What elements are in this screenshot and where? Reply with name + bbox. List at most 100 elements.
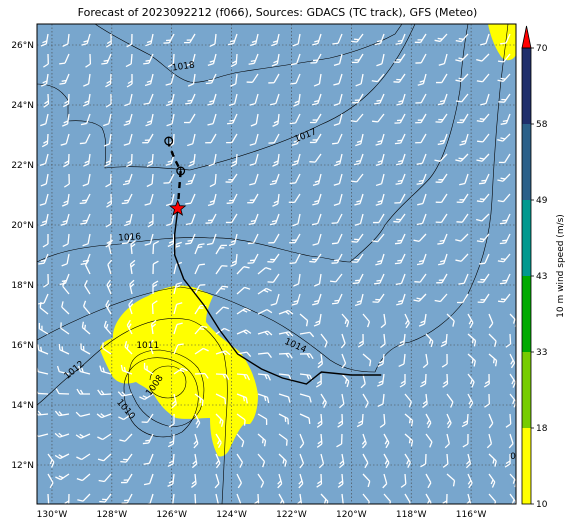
wind-barb <box>145 113 154 127</box>
wind-barb <box>40 173 49 187</box>
wind-barb <box>351 53 364 64</box>
wind-barb <box>289 173 301 185</box>
wind-barb <box>167 233 175 248</box>
isobar-1012 <box>37 318 228 504</box>
wind-barb <box>98 473 112 483</box>
wind-barb <box>476 213 490 222</box>
wind-barb <box>477 273 490 283</box>
wind-barb <box>309 113 322 124</box>
wind-barb <box>425 473 432 489</box>
colorbar-tick-label: 10 <box>536 500 548 510</box>
wind-barb <box>80 213 91 225</box>
wind-barb <box>225 213 238 224</box>
colorbar-tick-label: 58 <box>536 120 548 130</box>
wind-barb <box>79 193 91 205</box>
wind-barb <box>206 233 217 246</box>
wind-barb <box>215 350 231 356</box>
wind-barb <box>435 193 448 204</box>
wind-barb <box>257 330 273 336</box>
wind-barb <box>289 233 301 244</box>
wind-barb <box>455 33 469 43</box>
wind-barb <box>97 453 112 462</box>
wind-barb <box>105 33 112 48</box>
wind-speed-high-region-ne <box>488 24 516 61</box>
wind-barb <box>102 342 112 355</box>
wind-barb <box>288 193 301 204</box>
wind-barb <box>467 473 473 489</box>
wind-barb <box>215 393 227 405</box>
wind-barb <box>257 373 271 381</box>
wind-barb <box>316 473 323 488</box>
wind-barb <box>329 273 343 283</box>
wind-barb <box>425 433 433 448</box>
wind-barb <box>226 193 238 204</box>
wind-barb <box>215 306 229 315</box>
wind-barb <box>350 113 364 123</box>
wind-barb <box>341 313 350 328</box>
wind-barb <box>75 433 91 439</box>
wind-barb <box>504 453 511 468</box>
wind-barb <box>207 53 217 66</box>
wind-barb <box>63 153 70 168</box>
wind-barb <box>166 113 175 127</box>
wind-barb <box>351 233 364 243</box>
wind-barb <box>129 279 135 295</box>
lat-tick-label: 22°N <box>11 161 34 171</box>
wind-barb <box>173 367 188 375</box>
wind-barb <box>467 353 476 367</box>
wind-barb <box>119 433 133 442</box>
wind-barb <box>420 453 427 468</box>
wind-barb <box>124 213 133 227</box>
wind-barb <box>193 433 199 449</box>
wind-barb <box>399 373 406 388</box>
wind-barb <box>446 473 456 487</box>
wind-barb <box>461 413 469 428</box>
wind-barb <box>310 53 322 64</box>
wind-barb <box>362 453 369 469</box>
wind-barb <box>80 343 91 355</box>
colorbar-tick-label: 43 <box>536 272 547 282</box>
wind-barb <box>499 273 511 285</box>
wind-barb <box>356 413 364 428</box>
wind-barb <box>455 153 469 162</box>
wind-barb <box>38 323 49 335</box>
wind-barb <box>183 113 196 124</box>
wind-barb <box>185 213 196 226</box>
wind-barb <box>59 53 70 65</box>
wind-barb <box>247 253 259 264</box>
wind-barb <box>404 313 410 329</box>
wind-barb <box>333 113 343 126</box>
wind-barb <box>299 453 305 469</box>
wind-barb <box>205 213 217 224</box>
wind-barb <box>312 173 322 187</box>
wind-barb <box>498 153 511 164</box>
colorbar-segment <box>522 352 531 428</box>
wind-barb <box>146 153 154 168</box>
wind-barb <box>62 280 70 295</box>
wind-barb <box>331 293 343 305</box>
wind-barb <box>455 73 469 83</box>
wind-barb <box>54 432 70 438</box>
wind-barb <box>396 93 406 106</box>
wind-barb <box>467 333 477 347</box>
wind-barb <box>476 153 490 162</box>
wind-barb <box>374 33 385 46</box>
wind-barb <box>455 233 469 242</box>
wind-barb <box>497 173 511 182</box>
wind-barb <box>150 319 157 335</box>
wind-barb <box>437 133 448 146</box>
wind-barb <box>435 213 448 224</box>
wind-barb <box>442 373 449 388</box>
wind-barb <box>350 173 364 183</box>
wind-barb <box>215 433 222 448</box>
wind-barb <box>184 33 196 44</box>
wind-barb <box>122 173 133 186</box>
isobar-1014 <box>37 24 509 373</box>
wind-barb <box>340 333 346 349</box>
wind-barb <box>455 253 469 262</box>
wind-barb <box>291 133 301 146</box>
wind-barb <box>441 353 448 368</box>
wind-barb <box>227 33 238 46</box>
wind-barb <box>462 433 469 448</box>
wind-barb <box>249 93 259 106</box>
